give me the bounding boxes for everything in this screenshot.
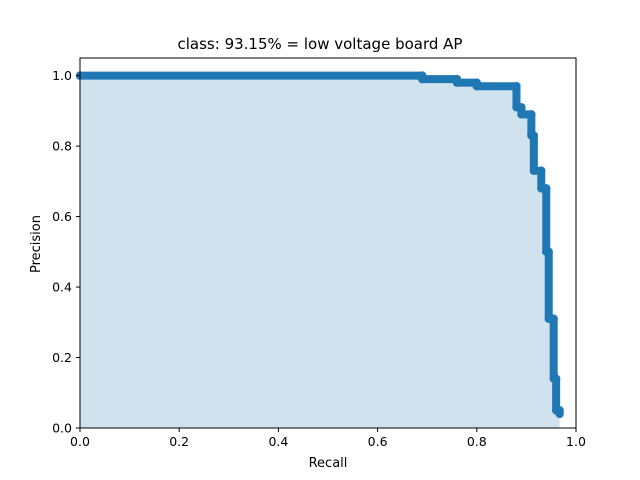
x-tick-label: 0.8	[467, 434, 487, 449]
x-tick-label: 0.0	[70, 434, 90, 449]
x-tick-label: 1.0	[566, 434, 586, 449]
pr-curve-point	[529, 131, 539, 140]
y-tick-label: 0.6	[52, 209, 72, 224]
plot-area	[75, 57, 577, 429]
pr-curve-point	[517, 103, 526, 112]
x-tick-label: 0.4	[268, 434, 288, 449]
pr-curve-point	[537, 166, 546, 175]
pr-curve-point	[517, 110, 526, 119]
y-tick-label: 0.4	[52, 280, 72, 295]
y-tick-label: 1.0	[52, 68, 72, 83]
pr-curve-point	[512, 81, 521, 91]
pr-curve-point	[551, 374, 561, 383]
x-tick-label: 0.6	[368, 434, 388, 449]
pr-curve-point	[544, 247, 553, 257]
pr-curve-point	[452, 78, 462, 87]
x-tick-label: 0.2	[169, 434, 189, 449]
y-axis-ticks: 0.0 0.2 0.4 0.6 0.8 1.0	[52, 68, 80, 436]
y-tick-label: 0.8	[52, 139, 72, 154]
y-axis-label: Precision	[29, 215, 44, 273]
y-tick-label: 0.2	[52, 350, 72, 365]
axes-frame	[79, 57, 577, 429]
pr-curve-point	[529, 166, 539, 175]
pr-curve-point	[418, 74, 427, 84]
pr-area-fill	[80, 75, 560, 428]
chart-title: class: 93.15% = low voltage board AP	[178, 35, 463, 53]
pr-curve-point	[549, 314, 558, 323]
x-axis-label: Recall	[309, 456, 348, 471]
y-tick-label: 0.0	[52, 421, 72, 436]
x-axis-ticks: 0.0 0.2 0.4 0.6 0.8 1.0	[70, 428, 586, 449]
pr-curve-point	[542, 184, 551, 193]
pr-curve-point	[527, 110, 536, 119]
pr-curve-point	[472, 81, 481, 91]
pr-curve-point	[555, 409, 564, 419]
